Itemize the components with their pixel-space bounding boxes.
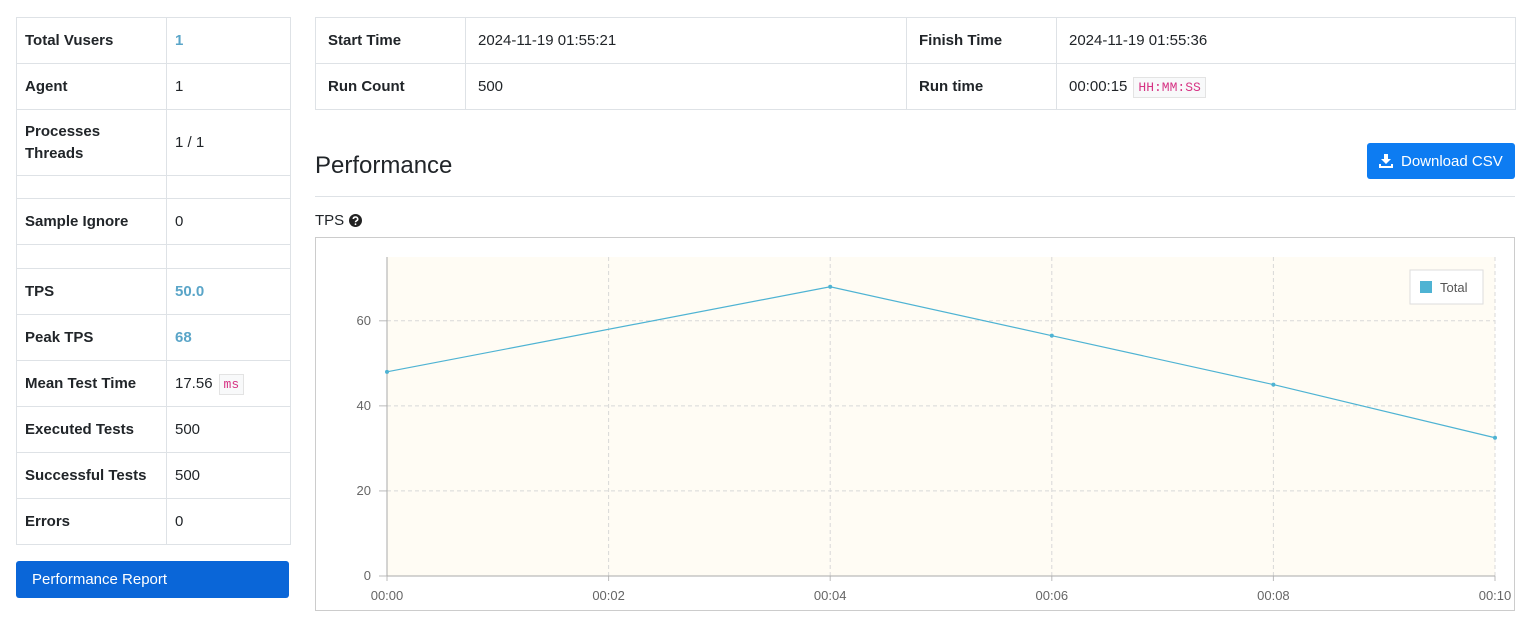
x-tick-label: 00:02 — [592, 588, 625, 603]
value: 1 — [166, 63, 291, 110]
label: Processes Threads — [16, 109, 167, 176]
value: 0 — [166, 198, 291, 245]
row: Total Vusers 1 — [16, 17, 291, 64]
unit-badge: HH:MM:SS — [1133, 77, 1206, 98]
value: 2024-11-19 01:55:21 — [465, 17, 907, 64]
label: Run Count — [315, 63, 466, 110]
data-point — [828, 284, 833, 289]
row: Peak TPS 68 — [16, 314, 291, 361]
label: Errors — [16, 498, 167, 545]
x-tick-label: 00:00 — [371, 588, 404, 603]
cell — [166, 244, 291, 269]
row: Agent 1 — [16, 63, 291, 110]
row: Processes Threads 1 / 1 — [16, 109, 291, 176]
label: Run time — [906, 63, 1057, 110]
value: 500 — [166, 406, 291, 453]
performance-report-button[interactable]: Performance Report — [16, 561, 289, 598]
row: TPS 50.0 — [16, 268, 291, 315]
value: 500 — [166, 452, 291, 499]
value: 68 — [166, 314, 291, 361]
plot-area — [387, 257, 1495, 576]
value-text: 00:00:15 — [1069, 78, 1128, 95]
legend-box — [1409, 269, 1484, 305]
row: Mean Test Time 17.56 ms — [16, 360, 291, 407]
cell — [166, 175, 291, 199]
value: 00:00:15 HH:MM:SS — [1056, 63, 1516, 110]
label: Sample Ignore — [16, 198, 167, 245]
x-tick-label: 00:08 — [1257, 588, 1290, 603]
value: 0 — [166, 498, 291, 545]
value: 50.0 — [166, 268, 291, 315]
data-point — [1049, 333, 1054, 338]
x-tick-label: 00:10 — [1479, 588, 1512, 603]
divider — [315, 196, 1515, 197]
download-icon — [1379, 154, 1393, 168]
label: Mean Test Time — [16, 360, 167, 407]
section-title: Performance — [315, 152, 453, 179]
summary-table: Total Vusers 1 Agent 1 Processes Threads 1 … — [16, 17, 291, 545]
legend-swatch — [1420, 281, 1432, 293]
value: 17.56 ms — [166, 360, 291, 407]
label: Start Time — [315, 17, 466, 64]
label: Total Vusers — [16, 17, 167, 64]
y-tick-label: 20 — [357, 483, 371, 498]
row: Sample Ignore 0 — [16, 198, 291, 245]
row: Errors 0 — [16, 498, 291, 545]
y-tick-label: 60 — [357, 313, 371, 328]
label: Executed Tests — [16, 406, 167, 453]
row: Executed Tests 500 — [16, 406, 291, 453]
row: Run Count 500 Run time 00:00:15 HH:MM:SS — [315, 63, 1516, 110]
cell — [16, 244, 167, 269]
legend-label: Total — [1440, 280, 1468, 295]
run-info-table: Start Time 2024-11-19 01:55:21 Finish Ti… — [315, 17, 1516, 110]
unit-badge: ms — [218, 374, 245, 395]
chart-title: TPS — [315, 212, 345, 229]
chart-heading: TPS — [315, 212, 363, 229]
data-point — [385, 369, 389, 374]
label: Successful Tests — [16, 452, 167, 499]
label: Peak TPS — [16, 314, 167, 361]
value: 2024-11-19 01:55:36 — [1056, 17, 1516, 64]
x-tick-label: 00:04 — [814, 588, 847, 603]
y-tick-label: 40 — [357, 398, 371, 413]
cell — [16, 175, 167, 199]
value: 1 — [166, 17, 291, 64]
label-text: Processes Threads — [25, 122, 101, 162]
spacer-row — [16, 175, 291, 199]
label: TPS — [16, 268, 167, 315]
label: Agent — [16, 63, 167, 110]
data-point — [1493, 435, 1497, 440]
chart: 0 20 40 60 00:00 00:02 00:04 00:06 00:08 00:10 Tot… — [315, 237, 1515, 611]
label: Finish Time — [906, 17, 1057, 64]
x-tick-label: 00:06 — [1036, 588, 1069, 603]
spacer-row — [16, 244, 291, 269]
button-label: Download CSV — [1401, 152, 1503, 170]
y-tick-label: 0 — [364, 568, 371, 583]
row: Start Time 2024-11-19 01:55:21 Finish Ti… — [315, 17, 1516, 64]
download-csv-button[interactable]: Download CSV — [1367, 143, 1515, 179]
value: 1 / 1 — [166, 109, 291, 176]
help-icon — [349, 214, 363, 227]
value-text: 17.56 — [175, 375, 213, 392]
value: 500 — [465, 63, 907, 110]
row: Successful Tests 500 — [16, 452, 291, 499]
data-point — [1271, 382, 1276, 387]
